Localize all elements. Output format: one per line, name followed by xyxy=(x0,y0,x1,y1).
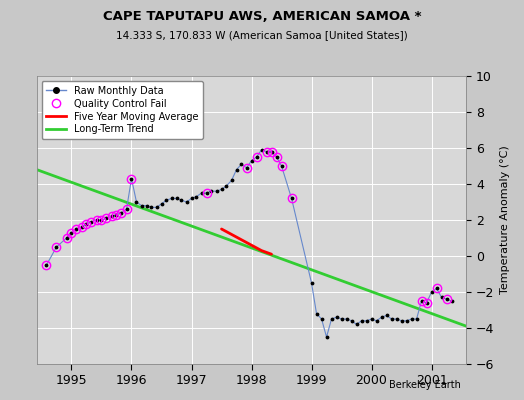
Y-axis label: Temperature Anomaly (°C): Temperature Anomaly (°C) xyxy=(500,146,510,294)
Text: 14.333 S, 170.833 W (American Samoa [United States]): 14.333 S, 170.833 W (American Samoa [Uni… xyxy=(116,30,408,40)
Legend: Raw Monthly Data, Quality Control Fail, Five Year Moving Average, Long-Term Tren: Raw Monthly Data, Quality Control Fail, … xyxy=(41,81,203,139)
Text: Berkeley Earth: Berkeley Earth xyxy=(389,380,461,390)
Text: CAPE TAPUTAPU AWS, AMERICAN SAMOA *: CAPE TAPUTAPU AWS, AMERICAN SAMOA * xyxy=(103,10,421,23)
